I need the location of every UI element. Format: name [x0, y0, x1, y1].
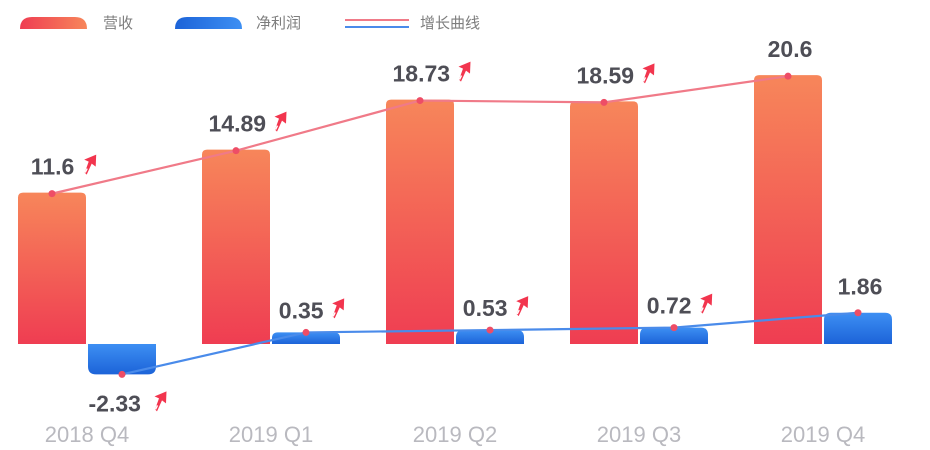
x-tick-label: 2019 Q2 — [413, 422, 497, 447]
value-labels-layer: 11.6 14.89 18.73 18.59 20.6 -2.33 0.35 0.53 0.72… — [31, 36, 883, 416]
legend-swatch-revenue — [20, 17, 87, 29]
value-label-revenue: 14.89 — [209, 111, 267, 137]
trend-point-revenue — [784, 72, 792, 80]
value-label-revenue: 20.6 — [768, 36, 813, 62]
growth-arrow-icon — [516, 296, 529, 317]
bar-revenue — [202, 149, 270, 344]
value-label-net-profit: 0.72 — [647, 293, 692, 319]
growth-arrow-icon — [458, 61, 471, 82]
trend-point-net-profit — [670, 324, 678, 332]
legend-item-revenue: 营收 — [20, 14, 133, 32]
bar-revenue — [754, 75, 822, 345]
x-tick-label: 2019 Q4 — [781, 422, 865, 447]
bar-revenue — [386, 99, 454, 344]
legend-label-trend-line: 增长曲线 — [420, 14, 480, 32]
x-tick-label: 2019 Q1 — [229, 422, 313, 447]
bar-net-profit — [88, 344, 156, 375]
growth-arrow-icon — [700, 293, 713, 314]
trend-point-net-profit — [302, 328, 310, 336]
growth-arrow-icon — [642, 63, 655, 84]
bar-net-profit — [640, 327, 708, 344]
trend-point-net-profit — [854, 309, 862, 317]
legend-label-revenue: 营收 — [103, 14, 133, 32]
value-label-net-profit: 0.53 — [463, 295, 508, 321]
legend-label-net-profit: 净利润 — [256, 14, 301, 32]
x-axis: 2018 Q4 2019 Q1 2019 Q2 2019 Q3 2019 Q4 — [45, 422, 865, 447]
legend: 营收 净利润 增长曲线 — [20, 14, 480, 32]
x-tick-label: 2019 Q3 — [597, 422, 681, 447]
legend-item-trend-line: 增长曲线 — [345, 14, 480, 32]
trend-point-revenue — [416, 97, 424, 105]
growth-arrow-icon — [154, 391, 167, 412]
value-label-revenue: 18.59 — [577, 62, 635, 88]
growth-arrow-icon — [84, 154, 97, 175]
trend-point-net-profit — [486, 326, 494, 334]
legend-item-net-profit: 净利润 — [175, 14, 301, 32]
bar-net-profit — [824, 312, 892, 344]
trend-point-net-profit — [118, 370, 126, 378]
value-label-net-profit: -2.33 — [89, 390, 141, 416]
value-label-net-profit: 0.35 — [279, 297, 324, 323]
bar-revenue — [570, 101, 638, 344]
x-tick-label: 2018 Q4 — [45, 422, 129, 447]
growth-arrow-icon — [274, 111, 287, 132]
trend-lines-layer — [48, 72, 862, 378]
value-label-revenue: 18.73 — [393, 61, 451, 87]
trend-point-revenue — [232, 147, 240, 155]
bars-layer — [18, 75, 892, 375]
trend-point-revenue — [48, 190, 56, 198]
bar-revenue — [18, 192, 86, 344]
legend-swatch-net-profit — [175, 17, 242, 29]
growth-arrow-icon — [332, 298, 345, 319]
value-label-revenue: 11.6 — [31, 154, 75, 180]
bar-net-profit — [456, 330, 524, 344]
value-label-net-profit: 1.86 — [838, 274, 883, 300]
trend-point-revenue — [600, 98, 608, 106]
